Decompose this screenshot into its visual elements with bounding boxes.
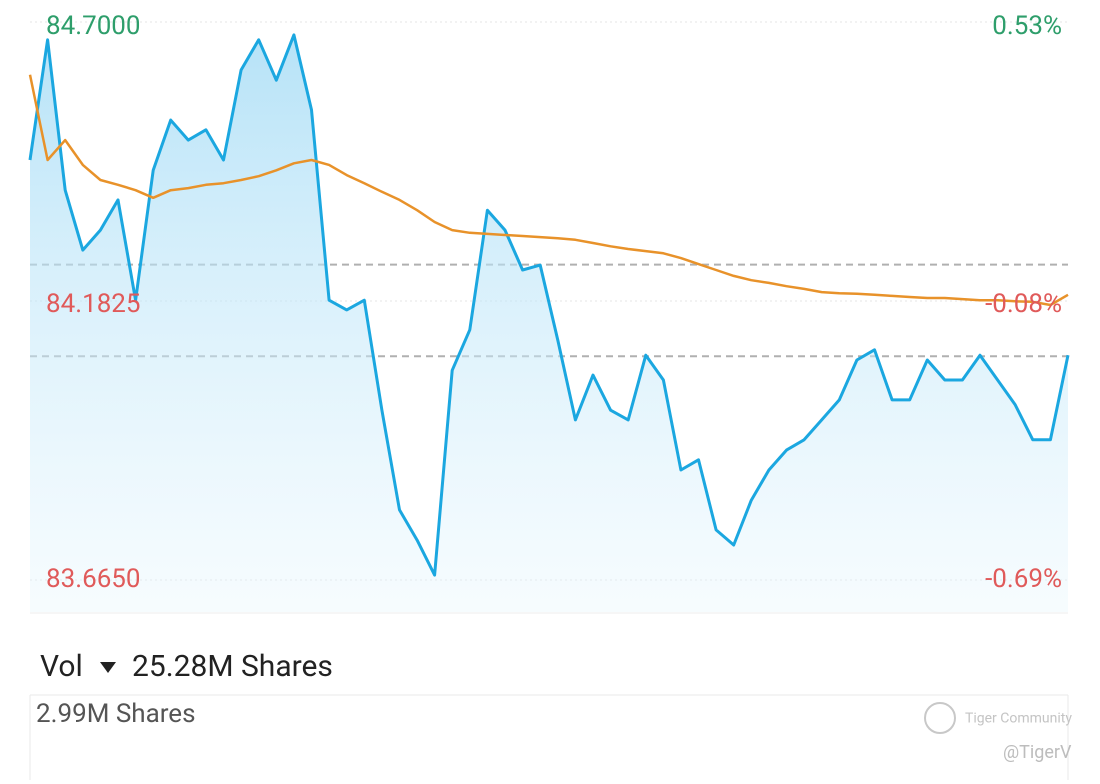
y-tick-label: 84.1825 [46,289,141,319]
y2-tick-label: -0.08% [985,289,1062,319]
watermark-logo [924,702,956,734]
dropdown-arrow[interactable] [100,662,116,673]
average-line [28,74,1069,307]
volume-label: Vol [40,649,83,684]
y-tick-label: 83.6650 [46,564,141,594]
price-area [30,34,1068,612]
price-line [28,33,1070,577]
volume-max-label: 2.99M Shares [36,699,196,729]
volume-total: 25.28M Shares [132,649,333,684]
y2-tick-label: -0.69% [985,564,1062,594]
y-tick-label: 84.7000 [46,11,141,41]
y2-tick-label: 0.53% [992,11,1062,41]
watermark-brand: Tiger Community [965,711,1072,727]
watermark-handle: @TigerV [1003,742,1072,763]
